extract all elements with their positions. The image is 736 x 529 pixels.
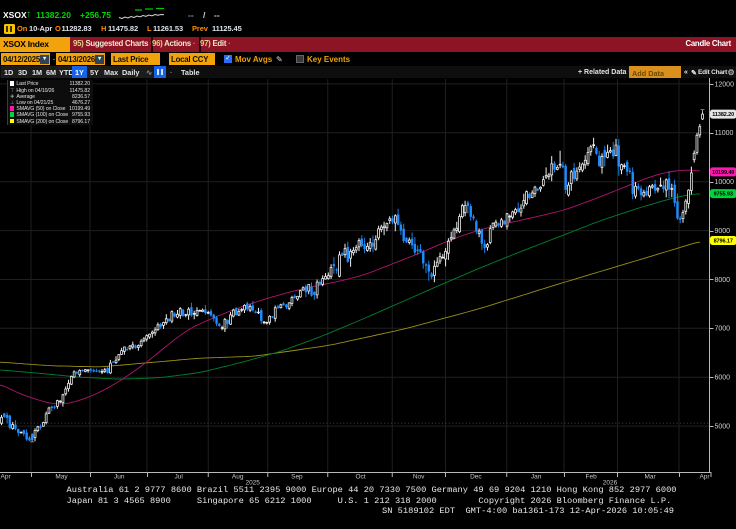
svg-text:Jun: Jun (114, 473, 125, 480)
svg-text:8796.17: 8796.17 (714, 239, 733, 245)
svg-text:6000: 6000 (715, 375, 731, 382)
svg-text:Dec: Dec (470, 473, 482, 480)
svg-text:Jan: Jan (531, 473, 542, 480)
svg-text:Jul: Jul (175, 473, 184, 480)
svg-text:Sep: Sep (291, 473, 303, 480)
svg-text:12000: 12000 (715, 81, 735, 88)
svg-text:Feb: Feb (585, 473, 597, 480)
svg-text:9000: 9000 (715, 228, 731, 235)
svg-text:May: May (55, 473, 68, 480)
svg-text:Nov: Nov (413, 473, 425, 480)
svg-text:11000: 11000 (715, 130, 734, 137)
svg-text:10000: 10000 (715, 179, 735, 186)
svg-text:9755.93: 9755.93 (714, 192, 733, 198)
svg-text:2026: 2026 (603, 479, 618, 486)
svg-text:Apr: Apr (1, 473, 12, 480)
svg-text:10199.49: 10199.49 (712, 170, 734, 176)
svg-text:2025: 2025 (245, 479, 260, 486)
svg-text:11382.20: 11382.20 (712, 112, 734, 118)
svg-text:Mar: Mar (644, 473, 656, 480)
svg-text:8000: 8000 (715, 277, 731, 284)
svg-text:Oct: Oct (355, 473, 365, 480)
svg-text:5000: 5000 (715, 424, 731, 431)
svg-text:7000: 7000 (715, 326, 731, 333)
svg-text:Aug: Aug (232, 473, 244, 480)
svg-text:Apr: Apr (699, 473, 710, 480)
